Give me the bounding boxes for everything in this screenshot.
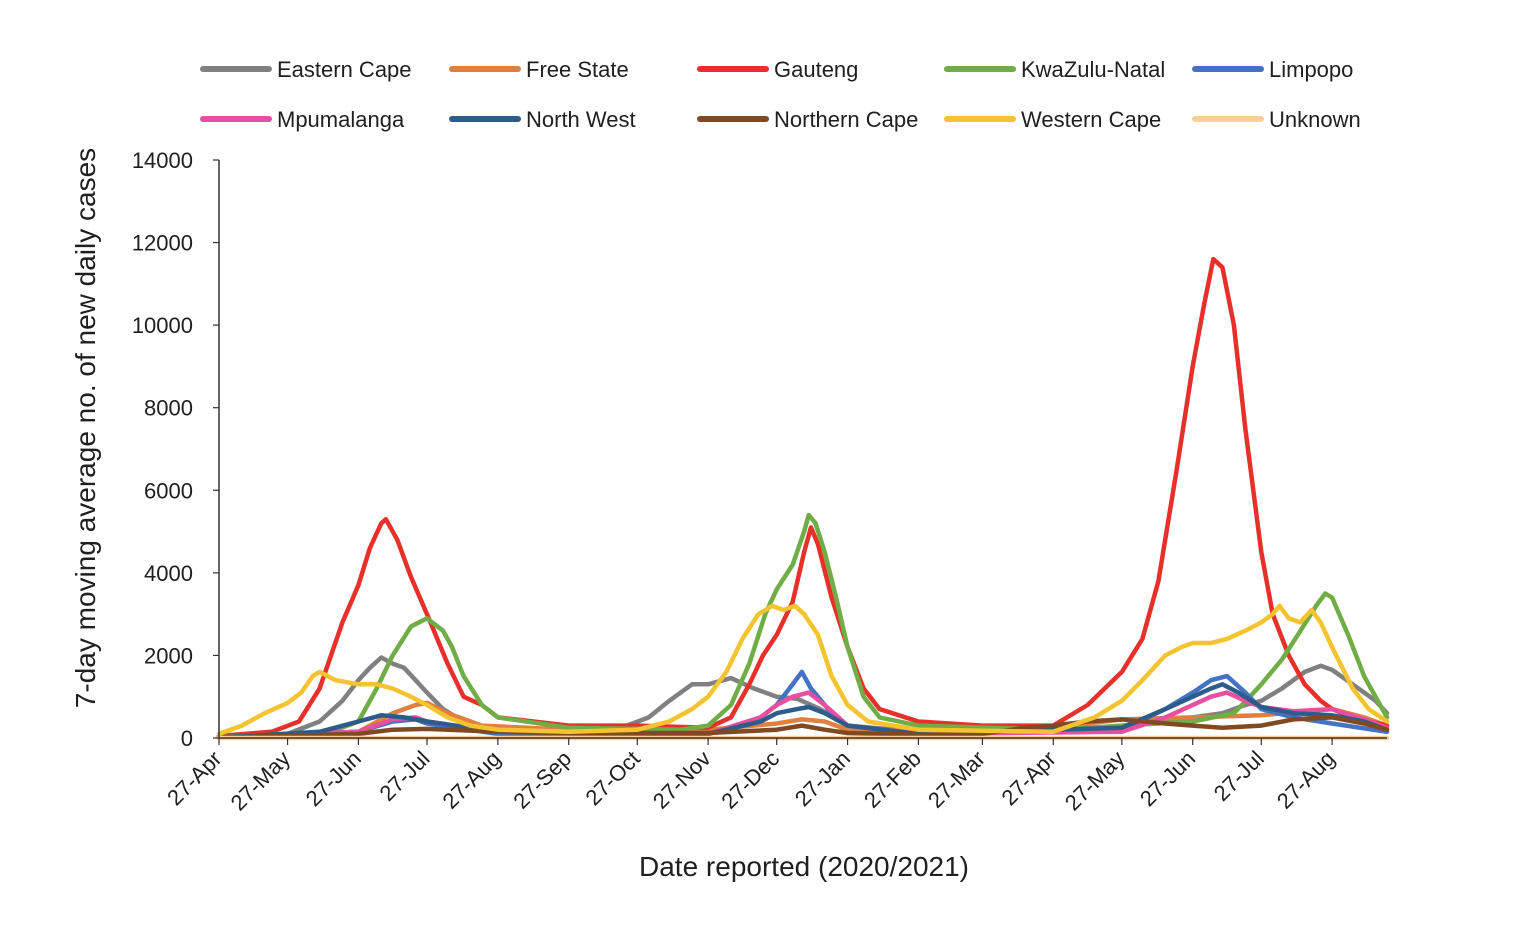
x-tick-label: 27-Apr xyxy=(996,746,1060,810)
series-line-western-cape xyxy=(216,603,1390,737)
legend-item: Unknown xyxy=(1192,107,1361,132)
legend-label: North West xyxy=(526,107,636,132)
y-tick-label: 4000 xyxy=(144,561,193,586)
x-tick-label: 27-Dec xyxy=(716,746,784,814)
x-axis-title: Date reported (2020/2021) xyxy=(639,851,969,882)
chart-legend: Eastern Cape Free State Gauteng KwaZulu-Nat… xyxy=(200,57,1361,132)
y-tick-label: 8000 xyxy=(144,396,193,421)
legend-label: Limpopo xyxy=(1269,57,1353,82)
x-tick-label: 27-Sep xyxy=(508,746,576,814)
x-tick-label: 27-Aug xyxy=(1272,746,1340,814)
series-line-gauteng xyxy=(216,256,1390,739)
legend-item: Northern Cape xyxy=(697,107,918,132)
legend-label: Western Cape xyxy=(1021,107,1161,132)
legend-label: Eastern Cape xyxy=(277,57,412,82)
x-tick-label: 27-Jun xyxy=(1135,746,1200,811)
series-line-kwazulu-natal xyxy=(216,512,1390,740)
x-axis-ticks: 27-Apr 27-May 27-Jun 27-Jul 27-Aug 27-Sep 27-O… xyxy=(162,738,1340,815)
legend-label: Gauteng xyxy=(774,57,858,82)
x-tick-label: 27-Jul xyxy=(374,746,434,806)
y-axis-title: 7-day moving average no. of new daily ca… xyxy=(70,148,101,708)
y-tick-label: 6000 xyxy=(144,478,193,503)
x-tick-label: 27-Mar xyxy=(923,746,990,813)
legend-label: KwaZulu-Natal xyxy=(1021,57,1165,82)
x-tick-label: 27-Jun xyxy=(301,746,366,811)
legend-item: Mpumalanga xyxy=(200,107,405,132)
x-tick-label: 27-Jan xyxy=(790,746,855,811)
x-tick-label: 27-Jul xyxy=(1209,746,1269,806)
legend-item: Free State xyxy=(449,57,629,82)
x-tick-label: 27-May xyxy=(226,746,296,816)
series-layer xyxy=(216,256,1390,741)
legend-label: Mpumalanga xyxy=(277,107,405,132)
x-tick-label: 27-Feb xyxy=(859,746,926,813)
legend-item: North West xyxy=(449,107,636,132)
x-tick-label: 27-Aug xyxy=(438,746,506,814)
legend-item: Western Cape xyxy=(944,107,1161,132)
legend-label: Northern Cape xyxy=(774,107,918,132)
legend-label: Free State xyxy=(526,57,629,82)
legend-item: Eastern Cape xyxy=(200,57,412,82)
y-tick-label: 10000 xyxy=(132,313,193,338)
x-tick-label: 27-May xyxy=(1060,746,1130,816)
series-line-north-west xyxy=(216,682,1390,740)
legend-item: Limpopo xyxy=(1192,57,1353,82)
legend-label: Unknown xyxy=(1269,107,1361,132)
x-tick-label: 27-Oct xyxy=(580,746,644,810)
legend-item: KwaZulu-Natal xyxy=(944,57,1165,82)
y-axis-ticks: 0 2000 4000 6000 8000 10000 12000 14000 xyxy=(132,148,219,751)
x-tick-label: 27-Apr xyxy=(162,746,226,810)
y-tick-label: 12000 xyxy=(132,231,193,256)
y-tick-label: 2000 xyxy=(144,643,193,668)
y-tick-label: 0 xyxy=(181,726,193,751)
y-tick-label: 14000 xyxy=(132,148,193,173)
x-tick-label: 27-Nov xyxy=(648,746,716,814)
legend-item: Gauteng xyxy=(697,57,858,82)
